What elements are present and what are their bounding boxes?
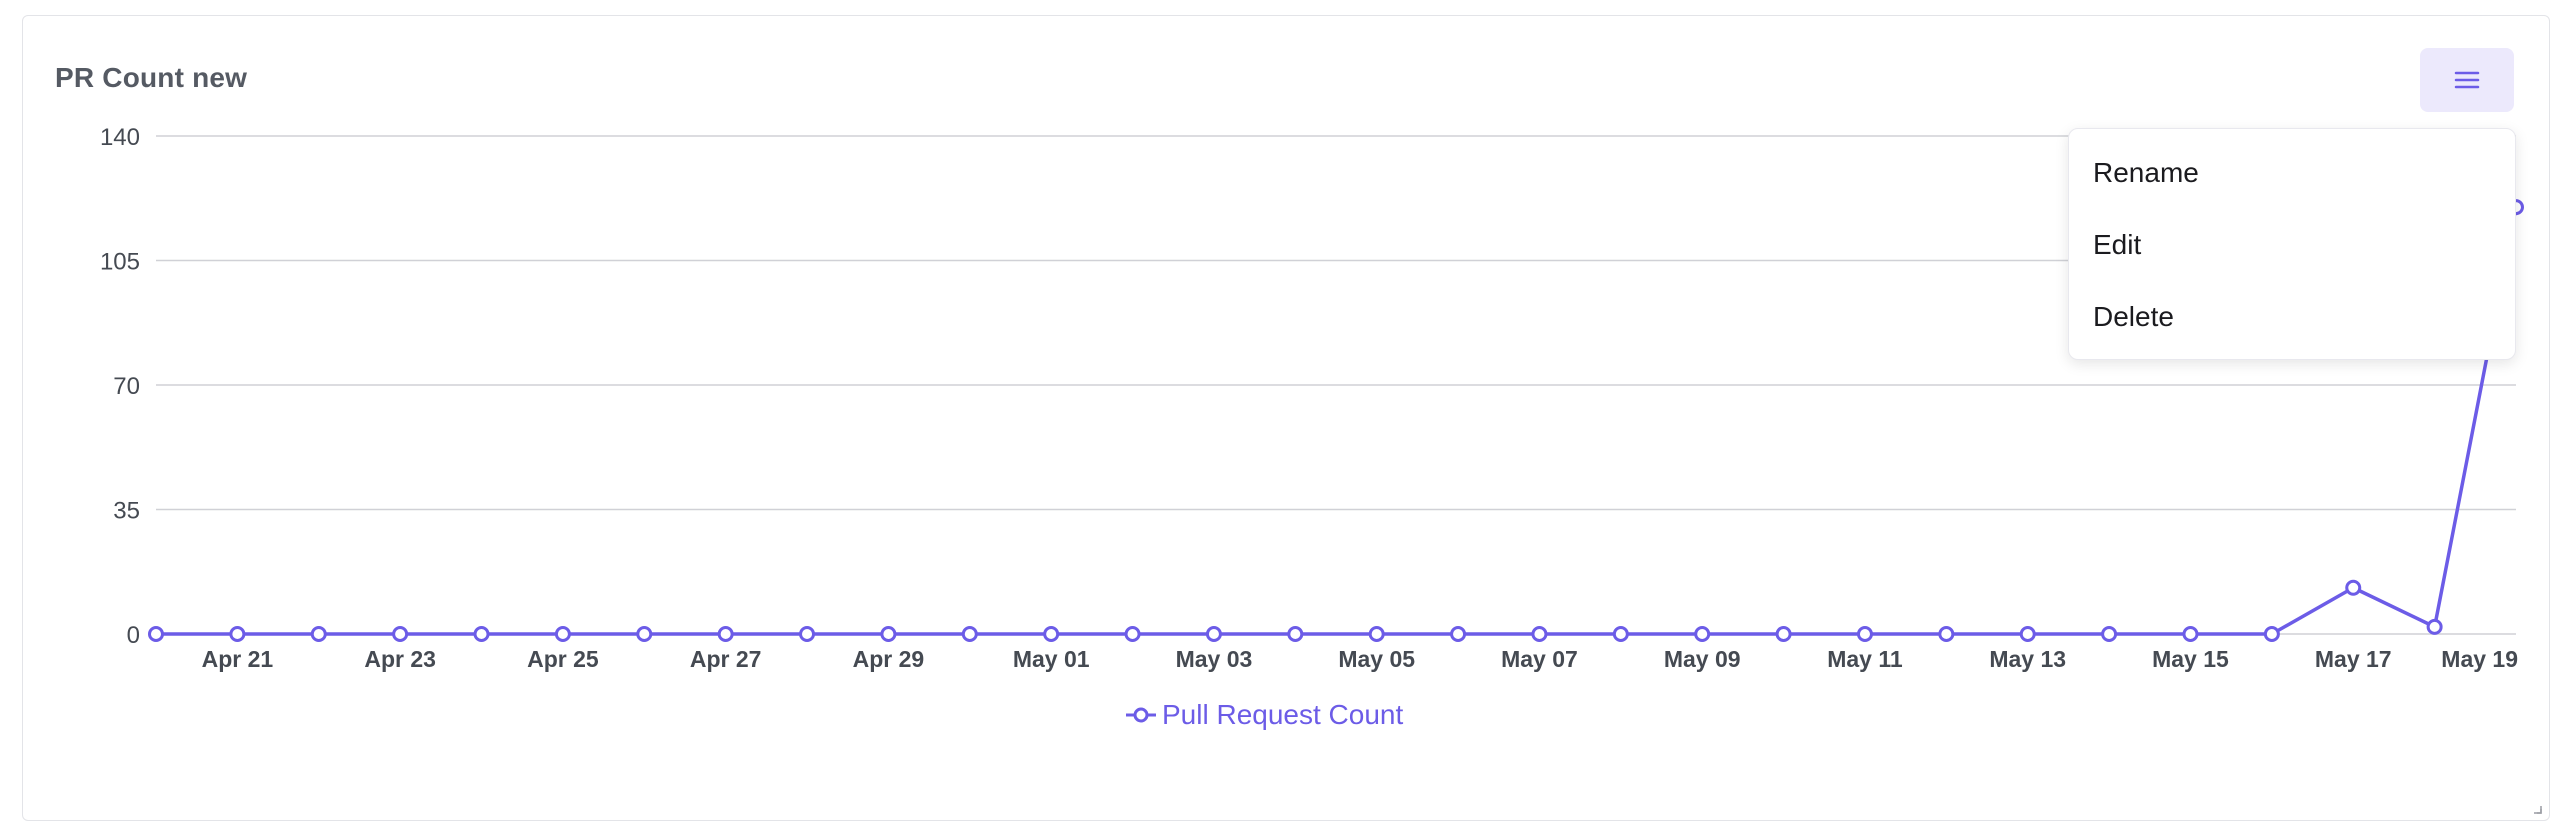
- y-tick-label: 70: [113, 373, 140, 400]
- data-point[interactable]: [1368, 626, 1385, 642]
- x-tick-label: Apr 25: [527, 646, 599, 672]
- data-point[interactable]: [961, 626, 978, 642]
- y-tick-label: 140: [100, 124, 140, 151]
- x-tick-label: May 17: [2315, 646, 2392, 672]
- y-tick-label: 105: [100, 249, 140, 276]
- data-point[interactable]: [1856, 626, 1873, 642]
- x-tick-label: May 13: [1989, 646, 2066, 672]
- data-point[interactable]: [392, 626, 409, 642]
- y-tick-label: 0: [127, 622, 140, 649]
- data-point[interactable]: [2101, 626, 2118, 642]
- legend-label: Pull Request Count: [1162, 699, 1404, 730]
- data-point[interactable]: [229, 626, 246, 642]
- x-tick-label: May 19: [2441, 646, 2518, 672]
- menu-item-delete[interactable]: Delete: [2093, 301, 2174, 332]
- x-tick-label: Apr 27: [690, 646, 762, 672]
- x-tick-label: May 01: [1013, 646, 1090, 672]
- data-point[interactable]: [2345, 579, 2362, 596]
- menu-item-rename[interactable]: Rename: [2093, 157, 2199, 188]
- chart-menu-dropdown: Rename Edit Delete: [2068, 128, 2516, 360]
- y-tick-label: 35: [113, 498, 140, 525]
- data-point[interactable]: [148, 626, 164, 642]
- data-point[interactable]: [2019, 626, 2036, 642]
- data-point[interactable]: [799, 626, 816, 642]
- x-tick-label: May 11: [1827, 646, 1903, 672]
- chart-title: PR Count new: [55, 62, 248, 93]
- data-point[interactable]: [1938, 626, 1955, 642]
- data-point[interactable]: [2263, 626, 2280, 642]
- data-point[interactable]: [1450, 626, 1467, 642]
- data-point[interactable]: [1612, 626, 1629, 642]
- menu-item-edit[interactable]: Edit: [2093, 229, 2142, 260]
- data-point[interactable]: [1531, 626, 1548, 642]
- x-tick-label: May 05: [1338, 646, 1415, 672]
- x-tick-label: Apr 23: [364, 646, 436, 672]
- legend-line-marker-icon: [1126, 707, 1156, 723]
- data-point[interactable]: [473, 626, 490, 642]
- legend-item-pull-request-count[interactable]: Pull Request Count: [1126, 697, 1403, 733]
- data-point[interactable]: [1694, 626, 1711, 642]
- x-tick-label: May 03: [1176, 646, 1253, 672]
- hamburger-icon: [2454, 71, 2480, 89]
- x-tick-label: May 07: [1501, 646, 1578, 672]
- data-point[interactable]: [2426, 618, 2443, 635]
- data-point[interactable]: [717, 626, 734, 642]
- x-tick-label: Apr 21: [202, 646, 274, 672]
- x-tick-label: May 15: [2152, 646, 2229, 672]
- chart-menu-button[interactable]: [2420, 48, 2514, 112]
- data-point[interactable]: [554, 626, 571, 642]
- data-point[interactable]: [310, 626, 327, 642]
- data-point[interactable]: [1287, 626, 1304, 642]
- resize-handle-icon[interactable]: [2532, 804, 2542, 814]
- data-point[interactable]: [1124, 626, 1141, 642]
- data-point[interactable]: [880, 626, 897, 642]
- data-point[interactable]: [1775, 626, 1792, 642]
- data-point[interactable]: [1205, 626, 1222, 642]
- data-point[interactable]: [1043, 626, 1060, 642]
- data-point[interactable]: [2182, 626, 2199, 642]
- x-tick-label: Apr 29: [853, 646, 925, 672]
- series-line-pull-request-count: [156, 206, 2518, 636]
- data-point[interactable]: [636, 626, 653, 642]
- x-tick-label: May 09: [1664, 646, 1741, 672]
